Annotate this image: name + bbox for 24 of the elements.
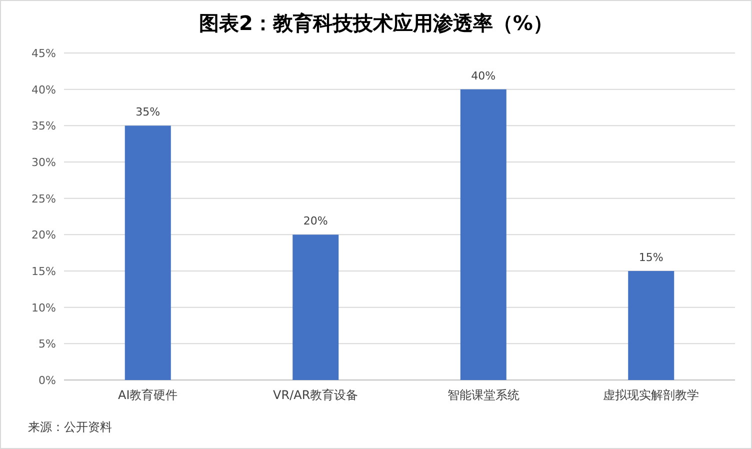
- bar: [292, 234, 339, 380]
- chart-title: 图表2：教育科技技术应用渗透率（%）: [199, 11, 553, 35]
- y-tick-label: 20%: [32, 228, 56, 242]
- bar: [628, 271, 674, 380]
- source-note: 来源：公开资料: [28, 420, 112, 434]
- y-tick-label: 15%: [32, 265, 56, 278]
- y-tick-label: 45%: [32, 47, 56, 60]
- y-tick-label: 25%: [32, 192, 56, 206]
- data-label: 20%: [303, 214, 328, 228]
- bar: [124, 126, 171, 380]
- data-label: 15%: [638, 251, 664, 264]
- x-tick-label: AI教育硬件: [118, 388, 178, 402]
- data-label: 35%: [136, 106, 160, 119]
- x-tick-label: 虚拟现实解剖教学: [603, 388, 700, 402]
- y-tick-label: 35%: [32, 120, 56, 133]
- x-tick-label: 智能课堂系统: [447, 388, 520, 402]
- y-tick-label: 5%: [38, 338, 56, 351]
- y-tick-label: 0%: [38, 374, 56, 387]
- y-tick-label: 30%: [32, 156, 56, 169]
- data-label: 40%: [471, 69, 496, 82]
- x-tick-label: VR/AR教育设备: [273, 388, 358, 402]
- y-tick-label: 40%: [32, 83, 56, 96]
- bar: [460, 89, 506, 380]
- y-tick-label: 10%: [32, 301, 56, 314]
